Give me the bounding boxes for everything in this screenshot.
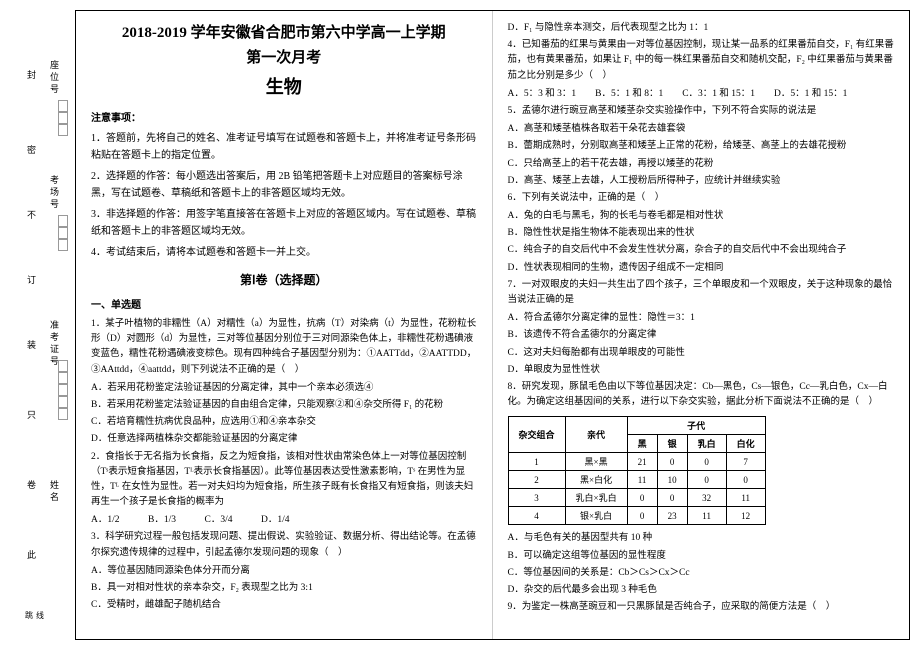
th-offspring: 子代: [627, 417, 765, 435]
q7-opt-a: A．符合孟德尔分离定律的显性：隐性＝3：1: [508, 311, 895, 326]
th-milk: 乳白: [687, 435, 726, 453]
q1-opt-b: B．若采用花粉鉴定法验证基因的自由组合定律，只能观察②和④杂交所得 F₁ 的花粉: [91, 398, 477, 413]
margin-char: 不: [25, 210, 38, 222]
q1-opt-d: D．任意选择两植株杂交都能验证基因的分离定律: [91, 432, 477, 447]
q5-opt-b: B．蕾期成熟时，分别取高茎和矮茎上正常的花粉，给矮茎、高茎上的去雄花授粉: [508, 139, 895, 154]
name-label: 姓名: [48, 480, 61, 504]
q6-opt-d: D．性状表现相同的生物，遗传因子组成不一定相同: [508, 261, 895, 276]
table-row: 4 银×乳白 0 23 11 12: [508, 507, 765, 525]
q3-opt-c: C．受精时，雌雄配子随机结合: [91, 598, 477, 613]
q8-opt-a: A．与毛色有关的基因型共有 10 种: [508, 531, 895, 546]
room-boxes: [58, 215, 68, 251]
section1-header: 第Ⅰ卷（选择题）: [91, 271, 477, 288]
table-row: 1 黑×黑 21 0 0 7: [508, 453, 765, 471]
q8-opt-d: D．杂交的后代最多会出现 3 种毛色: [508, 583, 895, 598]
seat-boxes: [58, 100, 68, 136]
th-black: 黑: [627, 435, 657, 453]
notice-item: 2．选择题的作答：每小题选出答案后，用 2B 铅笔把答题卡上对应题目的答案标号涂…: [91, 168, 477, 202]
q4-text: 4．已知番茄的红果与黄果由一对等位基因控制，现让某一品系的红果番茄自交，F₁ 有…: [508, 38, 895, 84]
q2-text: 2．食指长于无名指为长食指，反之为短食指，该相对性状由常染色体上一对等位基因控制…: [91, 450, 477, 511]
seat-label: 座位号: [48, 60, 61, 96]
part1-header: 一、单选题: [91, 296, 477, 311]
q8-text: 8．研究发现，豚鼠毛色由以下等位基因决定：Cb—黑色，Cs—银色，Cc—乳白色，…: [508, 380, 895, 410]
notice-item: 3．非选择题的作答：用签字笔直接答在答题卡上对应的答题区域内。写在试题卷、草稿纸…: [91, 206, 477, 240]
q7-text: 7．一对双眼皮的夫妇一共生出了四个孩子，三个单眼皮和一个双眼皮，关于这种现象的最…: [508, 278, 895, 308]
q2-options: A．1/2 B．1/3 C．3/4 D．1/4: [91, 513, 477, 528]
th-albino: 白化: [726, 435, 765, 453]
th-silver: 银: [657, 435, 687, 453]
margin-char: 装: [25, 340, 38, 352]
room-label: 考场号: [48, 175, 61, 211]
th-parent: 亲代: [565, 417, 627, 453]
exam-page: 2018-2019 学年安徽省合肥市第六中学高一上学期 第一次月考 生物 注意事…: [75, 10, 910, 640]
right-column: D．F₁ 与隐性亲本测交，后代表现型之比为 1：1 4．已知番茄的红果与黄果由一…: [493, 11, 910, 639]
binding-margin: 封 密 不 订 装 只 卷 此 跳线 座位号 考场号 准考证号 姓名: [0, 10, 75, 640]
q6-opt-b: B．隐性性状是指生物体不能表现出来的性状: [508, 226, 895, 241]
th-cross: 杂交组合: [508, 417, 565, 453]
q3-opt-b: B．具一对相对性状的亲本杂交，F₂ 表现型之比为 3:1: [91, 581, 477, 596]
q6-text: 6．下列有关说法中，正确的是（ ）: [508, 191, 895, 206]
q1-opt-a: A．若采用花粉鉴定法验证基因的分离定律，其中一个亲本必须选④: [91, 381, 477, 396]
exam-title-line2: 第一次月考: [91, 46, 477, 67]
q6-opt-a: A．兔的白毛与黑毛，狗的长毛与卷毛都是相对性状: [508, 209, 895, 224]
margin-char: 跳线: [25, 610, 47, 621]
notice-header: 注意事项：: [91, 109, 477, 124]
q3-text: 3．科学研究过程一般包括发现问题、提出假说、实验验证、数据分析、得出结论等。在孟…: [91, 530, 477, 560]
q8-opt-c: C．等位基因间的关系是：Cb＞Cs＞Cx＞Cc: [508, 566, 895, 581]
left-column: 2018-2019 学年安徽省合肥市第六中学高一上学期 第一次月考 生物 注意事…: [76, 11, 493, 639]
q5-text: 5．孟德尔进行豌豆高茎和矮茎杂交实验操作中，下列不符合实际的说法是: [508, 104, 895, 119]
margin-char: 此: [25, 550, 38, 562]
q5-opt-d: D．高茎、矮茎上去雄，人工授粉后所得种子，应统计并继续实验: [508, 174, 895, 189]
q5-opt-a: A．高茎和矮茎植株各取若干朵花去雄套袋: [508, 122, 895, 137]
margin-char: 卷: [25, 480, 38, 492]
margin-char: 订: [25, 275, 38, 287]
notice-item: 4．考试结束后，请将本试题卷和答题卡一并上交。: [91, 244, 477, 261]
exam-title-line1: 2018-2019 学年安徽省合肥市第六中学高一上学期: [91, 21, 477, 42]
table-row: 3 乳白×乳白 0 0 32 11: [508, 489, 765, 507]
margin-char: 密: [25, 145, 38, 157]
exam-subject: 生物: [91, 73, 477, 99]
q3-opt-a: A．等位基因随同源染色体分开而分离: [91, 564, 477, 579]
q4-options: A．5：3 和 3：1 B．5：1 和 8：1 C．3：1 和 15：1 D．5…: [508, 87, 895, 102]
margin-char: 封: [25, 70, 38, 82]
notice-item: 1．答题前，先将自己的姓名、准考证号填写在试题卷和答题卡上，并将准考证号条形码粘…: [91, 130, 477, 164]
q1-text: 1．某子叶植物的非糯性（A）对糯性（a）为显性，抗病（T）对染病（t）为显性，花…: [91, 317, 477, 378]
id-boxes: [58, 360, 68, 420]
q8-table: 杂交组合 亲代 子代 黑 银 乳白 白化 1 黑×黑 21 0 0 7 2 黑×…: [508, 416, 766, 525]
q7-opt-c: C．这对夫妇每胎都有出现单眼皮的可能性: [508, 346, 895, 361]
q3-opt-d: D．F₁ 与隐性亲本测交，后代表现型之比为 1：1: [508, 21, 895, 36]
q7-opt-d: D．单眼皮为显性性状: [508, 363, 895, 378]
q5-opt-c: C．只给高茎上的若干花去雄，再授以矮茎的花粉: [508, 157, 895, 172]
table-row: 2 黑×白化 11 10 0 0: [508, 471, 765, 489]
q7-opt-b: B．该遗传不符合孟德尔的分离定律: [508, 328, 895, 343]
q6-opt-c: C．纯合子的自交后代中不会发生性状分离，杂合子的自交后代中不会出现纯合子: [508, 243, 895, 258]
q8-opt-b: B．可以确定这组等位基因的显性程度: [508, 549, 895, 564]
q1-opt-c: C．若培育糯性抗病优良品种，应选用①和④亲本杂交: [91, 415, 477, 430]
margin-char: 只: [25, 410, 38, 422]
q9-text: 9．为鉴定一株高茎豌豆和一只黑豚鼠是否纯合子，应采取的简便方法是（ ）: [508, 600, 895, 615]
